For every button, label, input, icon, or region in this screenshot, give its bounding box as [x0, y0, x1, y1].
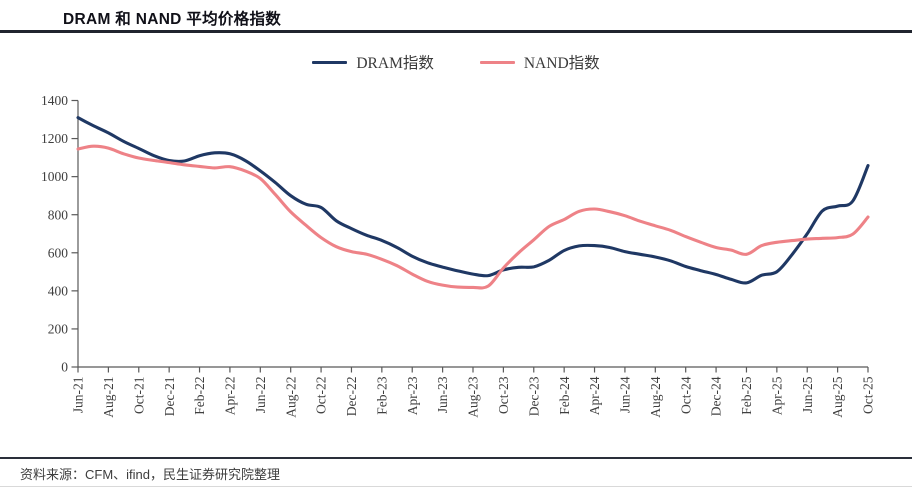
nand-line-swatch: [479, 60, 515, 64]
y-tick-label: 800: [48, 207, 69, 222]
x-tick-label: Oct-23: [496, 376, 511, 414]
x-tick-label: Oct-21: [131, 377, 146, 415]
y-tick-label: 1400: [41, 93, 68, 108]
x-tick-label: Jun-22: [253, 377, 268, 414]
page-title: DRAM 和 NAND 平均价格指数: [63, 11, 282, 28]
x-tick-label: Jun-21: [71, 377, 86, 414]
legend-item-nand: NAND指数: [479, 51, 600, 73]
dram-line: [76, 116, 870, 285]
source-note: 资料来源：CFM、ifind，民生证券研究院整理: [20, 467, 281, 482]
footer-divider: [0, 457, 912, 459]
x-tick-label: Jun-25: [800, 376, 815, 413]
nand-line: [76, 144, 870, 290]
x-tick-label: Dec-22: [344, 377, 359, 417]
x-tick-label: Oct-22: [314, 377, 329, 415]
legend-label-dram: DRAM指数: [356, 55, 434, 72]
x-tick-label: Aug-24: [648, 376, 663, 417]
x-tick-label: Jun-24: [618, 376, 633, 413]
y-tick-label: 1000: [41, 169, 68, 184]
x-tick-label: Feb-23: [374, 376, 389, 414]
x-tick-label: Feb-25: [739, 376, 754, 414]
x-tick-label: Dec-23: [526, 376, 541, 416]
x-tick-label: Dec-24: [709, 376, 724, 416]
legend-item-dram: DRAM指数: [312, 51, 434, 73]
line-chart: 0 200 400 600 800 1000 1200 1400 Jun-21 Aug-21 Oct…: [41, 93, 876, 418]
x-tick-label: Aug-25: [830, 376, 845, 417]
y-tick-label: 400: [48, 283, 69, 298]
x-tick-label: Apr-23: [405, 376, 420, 415]
header-divider: [0, 30, 912, 33]
x-tick-label: Apr-24: [587, 376, 602, 415]
x-tick-label: Aug-23: [466, 376, 481, 417]
y-tick-label: 1200: [41, 131, 68, 146]
y-tick-label: 200: [48, 322, 69, 337]
x-tick-label: Aug-22: [283, 377, 298, 418]
x-tick-label: Jun-23: [435, 376, 450, 413]
x-tick-label: Oct-24: [678, 376, 693, 414]
x-tick-label: Feb-22: [192, 377, 207, 415]
x-tick-label: Oct-25: [861, 376, 876, 414]
x-tick-label: Apr-25: [769, 376, 784, 415]
x-tick-label: Dec-21: [162, 377, 177, 417]
x-tick-label: Feb-24: [557, 376, 572, 414]
y-tick-label: 600: [48, 245, 69, 260]
chart-legend: DRAM指数 NAND指数: [0, 51, 912, 73]
legend-label-nand: NAND指数: [523, 55, 600, 72]
dram-line-swatch: [312, 60, 348, 64]
y-tick-label: 0: [61, 360, 68, 375]
x-tick-label: Apr-22: [223, 377, 238, 416]
axis-lines: [77, 100, 868, 368]
x-tick-label: Aug-21: [101, 377, 116, 418]
